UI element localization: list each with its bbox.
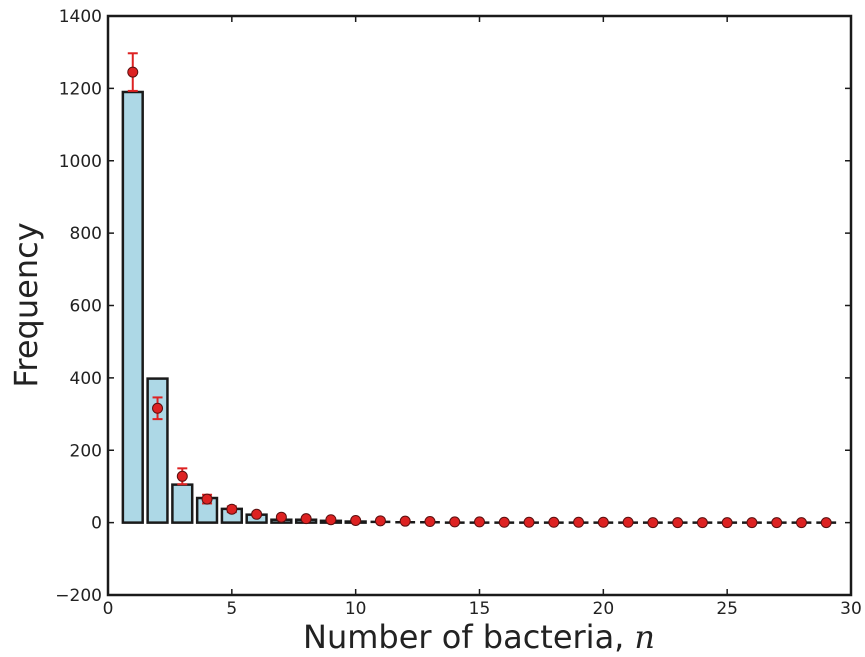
point-n-22 (647, 517, 659, 529)
point-n-29 (820, 517, 832, 529)
bars-layer (121, 90, 367, 524)
point-n-24 (696, 517, 708, 529)
x-tick-label: 10 (345, 599, 367, 619)
point-n-6 (251, 508, 263, 520)
point-n-26 (746, 517, 758, 529)
point-n-23 (672, 517, 684, 529)
x-tick-label: 30 (840, 599, 862, 619)
y-tick-label: 1000 (59, 152, 102, 172)
point-n-18 (548, 516, 560, 528)
point-n-4 (201, 493, 213, 505)
point-n-14 (449, 516, 461, 528)
point-n-28 (795, 517, 807, 529)
y-tick-label: 600 (70, 297, 102, 317)
point-n-27 (771, 517, 783, 529)
point-n-9 (325, 514, 337, 526)
point-n-15 (474, 516, 485, 528)
point-n-12 (399, 515, 411, 527)
point-n-5 (226, 503, 238, 515)
point-n-21 (622, 516, 634, 528)
point-n-16 (498, 516, 510, 528)
bar-n-1 (121, 90, 144, 524)
bar-n-3 (171, 483, 194, 524)
x-axis-title-variable: n (634, 618, 655, 656)
x-tick-label: 5 (226, 599, 237, 619)
point-n-7 (275, 511, 287, 523)
point-n-2 (152, 402, 164, 414)
point-n-11 (374, 515, 386, 527)
point-n-17 (523, 516, 535, 528)
y-axis-title: Frequency (7, 222, 45, 387)
x-tick-label: 0 (103, 599, 114, 619)
point-n-20 (597, 516, 609, 528)
point-n-10 (350, 514, 362, 526)
x-tick-label: 20 (593, 599, 615, 619)
y-tick-label: 800 (70, 224, 102, 244)
point-n-13 (424, 516, 436, 528)
point-n-19 (573, 516, 585, 528)
y-tick-label: 1200 (59, 79, 102, 99)
point-n-1 (127, 66, 139, 78)
x-axis-title-text: Number of bacteria, (303, 618, 624, 656)
point-n-25 (721, 517, 733, 529)
points-layer (127, 52, 832, 529)
x-axis-title: Number of bacteria, n (303, 618, 655, 656)
y-tick-label: −200 (55, 586, 102, 606)
point-n-8 (300, 513, 312, 525)
y-tick-label: 400 (70, 369, 102, 389)
plot-frame (106, 14, 853, 597)
bar-n-2 (146, 377, 169, 524)
point-n-3 (176, 470, 188, 482)
y-tick-label: 0 (91, 514, 102, 534)
x-tick-label: 25 (716, 599, 738, 619)
x-tick-label: 15 (469, 599, 491, 619)
ticks-layer: 0 5 10 15 20 25 30−200020040060080010001200140… (55, 7, 862, 619)
y-tick-label: 1400 (59, 7, 102, 27)
y-tick-label: 200 (70, 441, 102, 461)
